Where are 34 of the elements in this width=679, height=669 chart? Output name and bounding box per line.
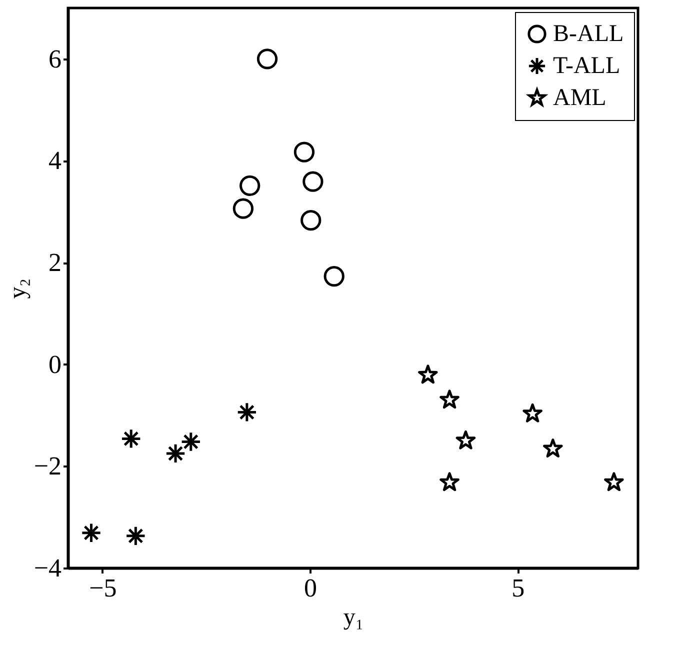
- x-tick-label: −5: [89, 574, 117, 602]
- legend-label: AML: [553, 85, 606, 111]
- x-axis-title: y₁: [343, 604, 364, 630]
- point: [232, 198, 254, 219]
- point: [302, 171, 324, 192]
- y-tick-label: −2: [34, 452, 62, 481]
- point: [440, 472, 460, 492]
- point: [180, 431, 202, 452]
- x-tick-label: 5: [512, 574, 525, 602]
- point: [236, 402, 258, 423]
- y-axis-title: y₂: [4, 278, 31, 299]
- y-tick-label: 0: [48, 350, 62, 379]
- point: [456, 430, 476, 450]
- point: [80, 522, 102, 544]
- y-tick-label: −4: [34, 554, 62, 582]
- point: [240, 175, 260, 196]
- point: [300, 210, 322, 231]
- point: [543, 438, 563, 458]
- point: [418, 364, 438, 384]
- point: [120, 428, 142, 450]
- legend-label: B-ALL: [553, 21, 624, 47]
- point: [125, 526, 146, 546]
- y-tick-label: 2: [48, 248, 62, 278]
- point: [604, 472, 624, 492]
- point: [294, 142, 315, 162]
- x-tick-label: 0: [304, 574, 318, 602]
- point: [440, 390, 460, 409]
- point: [522, 403, 542, 422]
- y-tick-label: 6: [48, 44, 62, 74]
- legend-label: T-ALL: [553, 53, 620, 79]
- point: [165, 443, 186, 464]
- point: [256, 48, 278, 70]
- point: [324, 266, 344, 287]
- y-tick-label: 4: [48, 146, 62, 176]
